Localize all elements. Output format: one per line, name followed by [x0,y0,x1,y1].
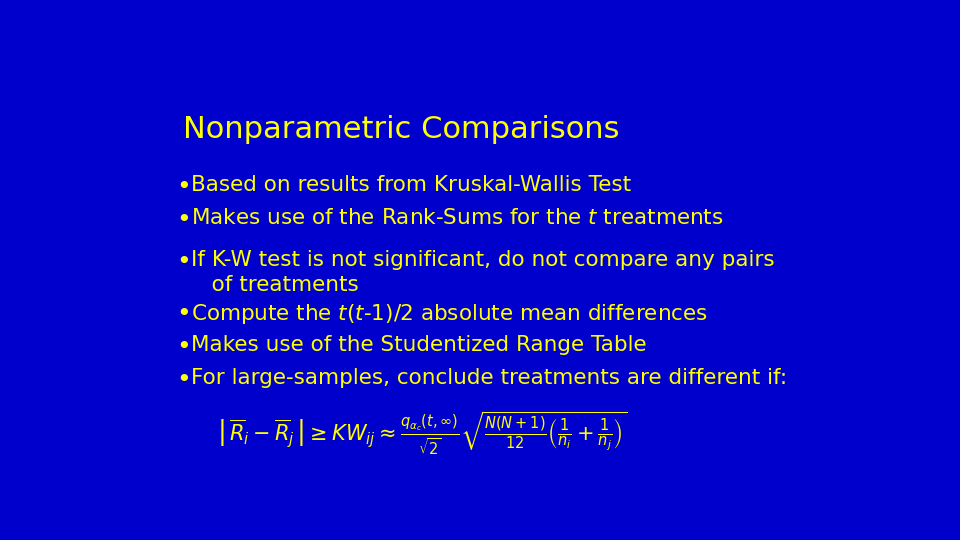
Text: •: • [176,250,190,274]
Text: Compute the $t$($t$-1)/2 absolute mean differences: Compute the $t$($t$-1)/2 absolute mean d… [191,302,708,326]
Text: •: • [176,208,190,232]
Text: •: • [176,175,190,199]
Text: •: • [176,335,190,359]
Text: $\left|\,\overline{R}_i - \overline{R}_j\,\right| \geq KW_{ij} \approx\frac{q_{\: $\left|\,\overline{R}_i - \overline{R}_j… [217,409,627,457]
Text: Based on results from Kruskal-Wallis Test: Based on results from Kruskal-Wallis Tes… [191,175,631,195]
Text: For large-samples, conclude treatments are different if:: For large-samples, conclude treatments a… [191,368,787,388]
Text: •: • [176,302,190,326]
Text: Makes use of the Rank-Sums for the $t$ treatments: Makes use of the Rank-Sums for the $t$ t… [191,208,723,228]
Text: Makes use of the Studentized Range Table: Makes use of the Studentized Range Table [191,335,646,355]
Text: Nonparametric Comparisons: Nonparametric Comparisons [183,114,620,144]
Text: •: • [176,368,190,393]
Text: If K-W test is not significant, do not compare any pairs
   of treatments: If K-W test is not significant, do not c… [191,250,775,295]
